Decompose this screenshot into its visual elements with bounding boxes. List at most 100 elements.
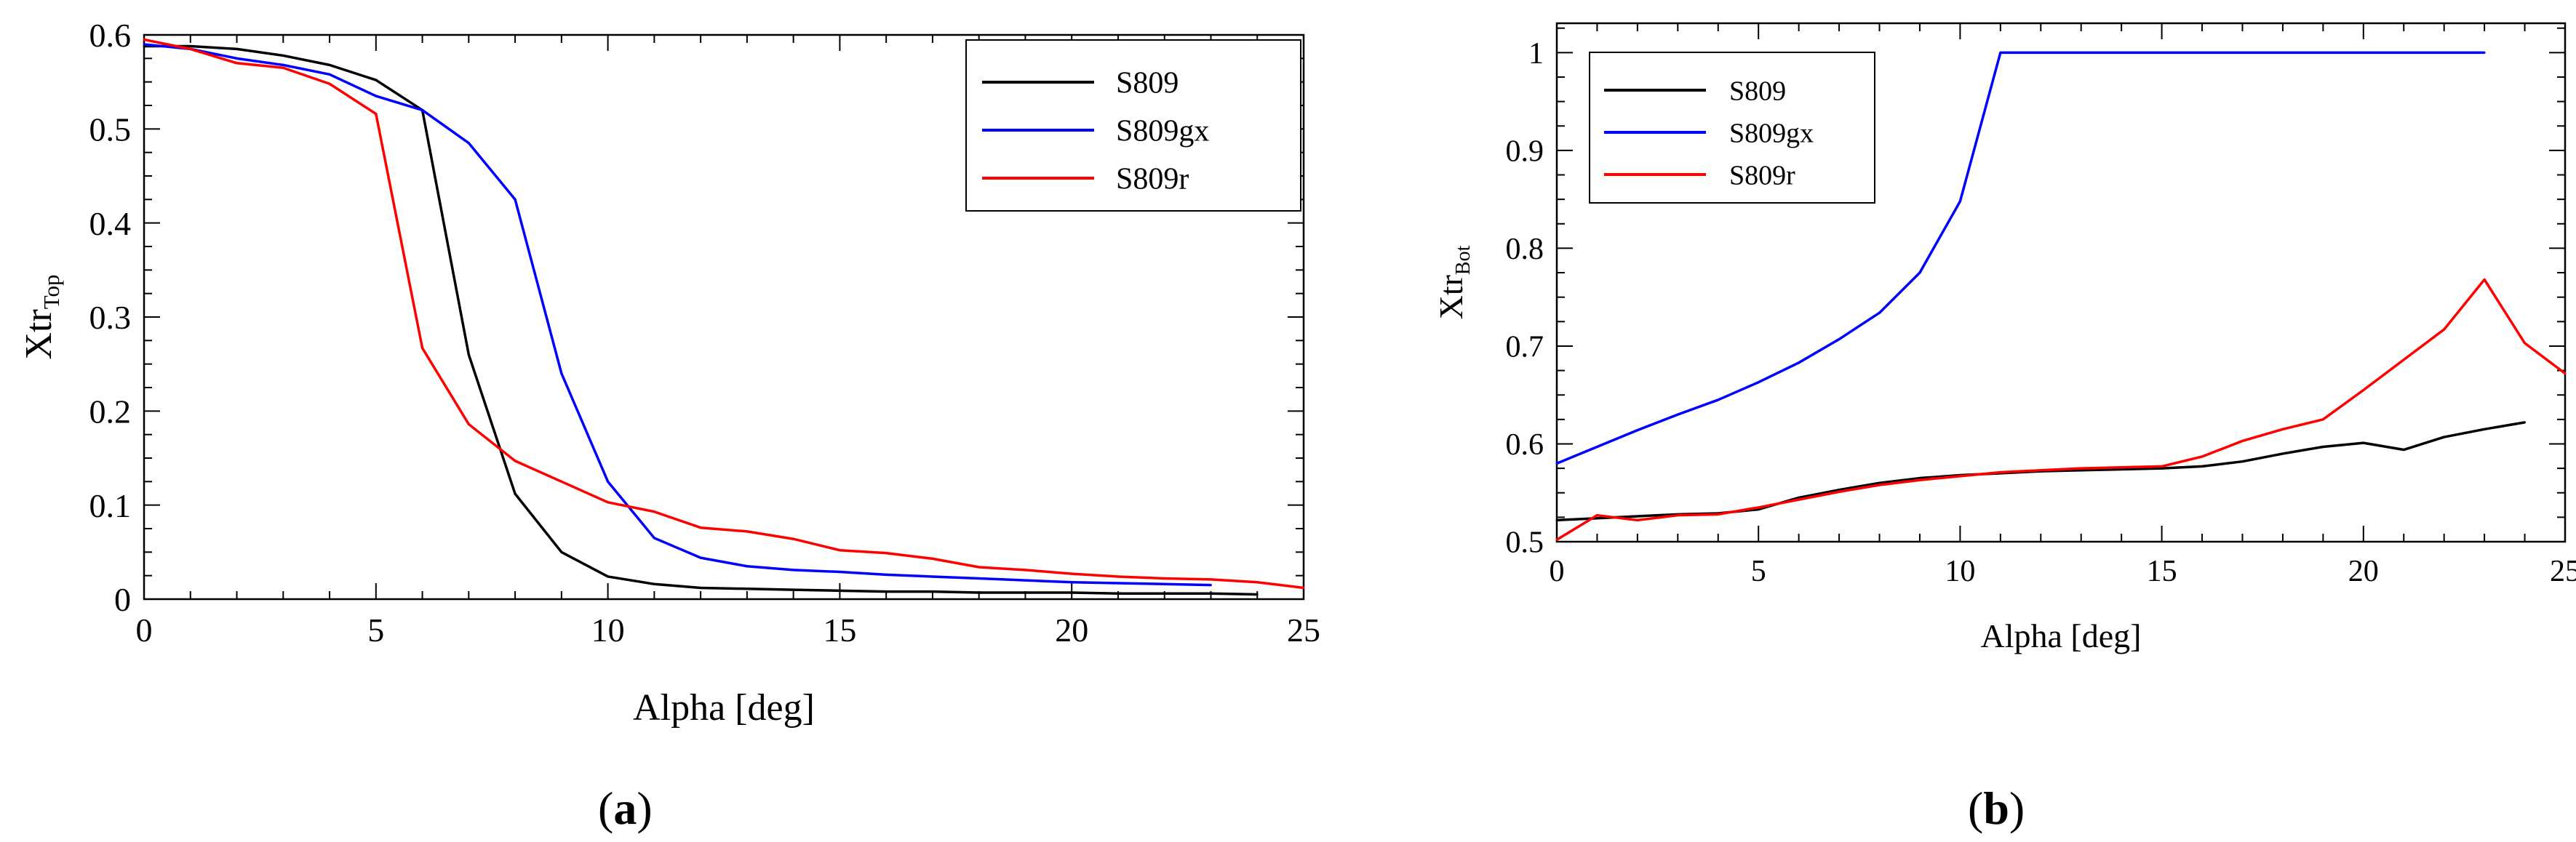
data-point-b-s809gx: [1717, 398, 1720, 401]
data-point-b-s809r: [2201, 455, 2204, 458]
data-point-a-s809r: [1163, 577, 1166, 580]
data-point-b-s809: [2362, 441, 2365, 444]
data-point-a-s809: [1209, 592, 1212, 595]
data-point-b-s809r: [2281, 428, 2284, 430]
data-point-a-s809r: [653, 510, 655, 513]
data-point-a-s809: [375, 79, 378, 81]
data-point-a-s809r: [282, 66, 284, 69]
data-point-a-s809gx: [560, 372, 563, 375]
plot-area-b: [1555, 22, 2567, 543]
data-point-b-s809r: [1958, 475, 1961, 478]
data-point-b-s809: [2241, 460, 2244, 463]
x-tick-label-a: 25: [1287, 612, 1320, 649]
data-point-b-s809: [1838, 489, 1841, 492]
caption-a: (a): [598, 782, 653, 834]
data-point-b-s809gx: [1757, 381, 1760, 384]
x-tick-label-a: 20: [1055, 612, 1088, 649]
y-axis-label-a: XtrTop: [18, 274, 64, 359]
data-point-a-s809r: [1070, 572, 1073, 575]
data-point-b-s809r: [1717, 513, 1720, 516]
data-point-a-s809r: [838, 549, 841, 552]
data-point-b-s809r: [1676, 514, 1679, 517]
data-point-a-s809gx: [1024, 579, 1026, 582]
x-tick-label-a: 10: [591, 612, 625, 649]
data-point-a-s809: [838, 589, 841, 592]
y-axis-label-sub-b: Bot: [1452, 245, 1475, 275]
data-point-b-s809: [2483, 428, 2486, 430]
caption-a-letter: a: [613, 782, 637, 834]
series-line-b-s809r: [1556, 278, 2567, 541]
data-point-b-s809r: [2241, 439, 2244, 442]
data-point-a-s809gx: [792, 569, 795, 572]
data-point-a-s809gx: [467, 142, 470, 145]
data-point-b-s809r: [1999, 470, 2002, 473]
legend-box-a: [965, 39, 1301, 212]
data-point-b-s809r: [2524, 342, 2527, 345]
y-tick-label-b: 0.7: [1506, 331, 1544, 364]
chart-panel-a: 0 5 10 15 20 25 0 0.1 0.2 0.3 0.4 0.5 0.6 Alpha [deg]…: [18, 17, 1320, 834]
data-point-a-s809r: [1209, 578, 1212, 581]
x-tick-label-b: 5: [1751, 555, 1766, 588]
data-point-a-s809r: [978, 566, 981, 569]
data-point-a-s809: [931, 590, 934, 593]
data-point-b-s809r: [2039, 469, 2042, 472]
data-point-b-s809r: [2080, 467, 2083, 470]
data-point-b-s809: [1636, 515, 1639, 518]
data-point-b-s809r: [1636, 518, 1639, 521]
data-point-a-s809: [699, 586, 702, 589]
y-axis-label-main-b: Xtr: [1432, 275, 1470, 319]
data-point-b-s809: [2321, 446, 2324, 449]
data-point-b-s809gx: [2241, 51, 2244, 54]
x-tick-label-b: 15: [2147, 555, 2177, 588]
chart-a-svg: 0 5 10 15 20 25 0 0.1 0.2 0.3 0.4 0.5 0.6 Alpha [deg]…: [18, 17, 1320, 729]
data-point-a-s809gx: [1117, 582, 1120, 585]
data-point-b-s809: [1757, 508, 1760, 511]
data-point-a-s809r: [699, 526, 702, 529]
legend-label-a-s809: S809: [1116, 67, 1179, 100]
series-line-a-s809r: [143, 38, 1304, 590]
data-point-b-s809gx: [1878, 311, 1881, 314]
data-point-b-s809r: [2483, 278, 2486, 281]
data-point-a-s809: [792, 588, 795, 591]
data-point-b-s809gx: [1555, 462, 1558, 465]
data-point-a-s809gx: [885, 573, 888, 576]
data-point-a-s809gx: [421, 108, 424, 111]
data-point-a-s809: [1256, 593, 1259, 596]
data-point-b-s809: [2402, 449, 2405, 452]
data-point-a-s809: [746, 588, 749, 590]
data-point-a-s809r: [792, 537, 795, 540]
x-tick-label-b: 10: [1945, 555, 1975, 588]
data-point-b-s809: [1595, 517, 1598, 520]
data-point-a-s809gx: [838, 570, 841, 573]
data-point-a-s809r: [885, 552, 888, 555]
data-point-b-s809gx: [1999, 51, 2002, 54]
y-tick-label-b: 0.9: [1506, 135, 1544, 169]
data-point-b-s809gx: [2080, 51, 2083, 54]
data-point-a-s809r: [746, 530, 749, 533]
series-line-a-s809gx: [143, 43, 1211, 587]
legend-label-a-s809r: S809r: [1116, 163, 1189, 196]
data-point-a-s809r: [236, 62, 239, 65]
y-tick-label-a: 0.5: [89, 111, 132, 148]
data-point-b-s809gx: [2201, 51, 2204, 54]
data-point-a-s809r: [375, 113, 378, 116]
data-point-a-s809r: [1117, 575, 1120, 578]
data-point-b-s809gx: [2402, 51, 2405, 54]
legend-box-b: [1589, 52, 1875, 204]
data-point-a-s809gx: [514, 198, 517, 201]
data-point-a-s809: [653, 582, 655, 585]
x-tick-label-b: 0: [1550, 555, 1565, 588]
data-point-a-s809: [236, 47, 239, 50]
data-point-b-s809: [2161, 467, 2164, 470]
data-point-a-s809: [514, 492, 517, 495]
data-point-a-s809gx: [978, 577, 981, 580]
data-point-a-s809r: [607, 501, 610, 504]
data-point-a-s809: [1070, 591, 1073, 594]
data-point-b-s809r: [1798, 498, 1801, 501]
data-point-b-s809r: [1918, 478, 1921, 481]
data-point-a-s809gx: [653, 537, 655, 540]
data-point-a-s809gx: [236, 57, 239, 60]
data-point-a-s809r: [1256, 581, 1259, 584]
chart-panel-b: 0 5 10 15 20 25 0.5 0.6 0.7 0.8 0.9 1 Alpha [deg] Xtr…: [1309, 0, 2576, 842]
data-point-b-s809: [2524, 421, 2527, 424]
